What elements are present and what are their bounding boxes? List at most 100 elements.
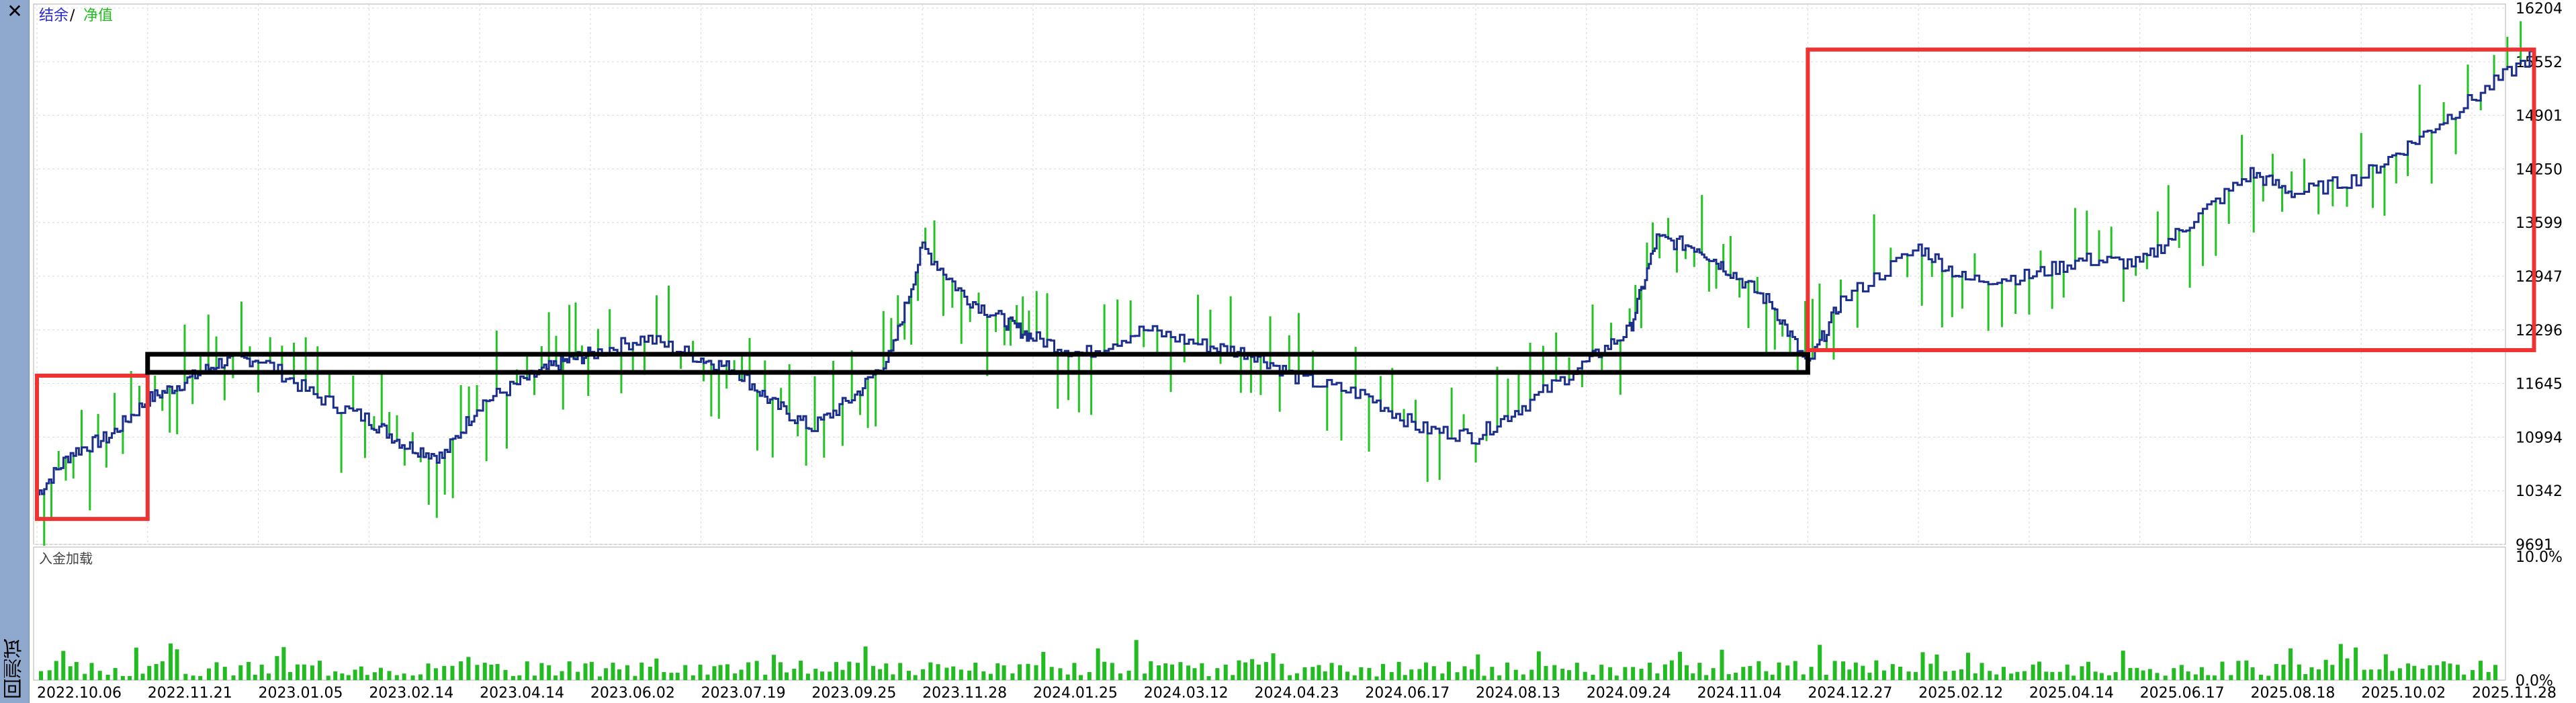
deposit-bar — [1574, 663, 1579, 680]
deposit-bar — [913, 675, 918, 680]
deposit-bar — [378, 667, 383, 680]
deposit-bar — [359, 666, 363, 680]
deposit-bar — [2236, 661, 2241, 680]
y-tick-label: 16204 — [2516, 1, 2563, 17]
deposit-bar — [1959, 669, 1964, 680]
deposit-bar — [2281, 665, 2286, 680]
deposit-bar — [1223, 664, 1228, 680]
deposit-bar — [450, 665, 455, 680]
deposit-bar — [1965, 653, 1970, 680]
y-tick-label: 10994 — [2516, 429, 2563, 446]
sub-legend: 入金加载 — [39, 550, 93, 567]
deposit-bar — [2303, 674, 2308, 680]
deposit-bar — [1847, 669, 1852, 680]
deposit-bar — [2244, 660, 2249, 680]
x-tick-label: 2024.03.12 — [1144, 685, 1229, 702]
deposit-bar — [1536, 651, 1541, 680]
deposit-bar — [1913, 671, 1918, 680]
deposit-bar — [1861, 665, 1865, 680]
x-tick-label: 2025.04.14 — [2029, 685, 2114, 702]
deposit-bar — [310, 665, 314, 680]
x-tick-label: 2025.02.12 — [1918, 685, 2003, 702]
deposit-bar — [2383, 654, 2388, 680]
deposit-bar — [1231, 675, 1235, 680]
deposit-bar — [617, 669, 622, 680]
deposit-bar — [238, 665, 243, 680]
deposit-bar — [372, 672, 377, 680]
deposit-bar — [1980, 663, 1984, 680]
deposit-bar — [1352, 675, 1357, 680]
deposit-bar — [1988, 671, 1992, 680]
deposit-bar — [1881, 670, 1886, 680]
deposit-bar — [2455, 665, 2460, 680]
deposit-bar — [2009, 673, 2014, 680]
deposit-bar — [576, 671, 580, 680]
deposit-bar — [604, 668, 609, 680]
deposit-bar — [1163, 663, 1168, 680]
deposit-bar — [1951, 671, 1956, 680]
deposit-bar — [175, 649, 179, 680]
deposit-bar — [2323, 659, 2328, 680]
deposit-bar — [1691, 673, 1695, 680]
deposit-bar — [597, 676, 602, 680]
deposit-bar — [1134, 640, 1139, 680]
deposit-bar — [2099, 673, 2104, 680]
deposit-bar — [1711, 668, 1716, 680]
deposit-bar — [387, 671, 392, 680]
deposit-bar — [2065, 664, 2070, 680]
deposit-bar — [733, 673, 738, 680]
y-tick-label: 14250 — [2516, 161, 2563, 178]
deposit-load-chart: 2022.10.06 2022.11.21 2023.01.05 2023.02.14… — [33, 546, 2563, 702]
deposit-bar — [259, 665, 264, 680]
deposit-bar — [1087, 671, 1092, 680]
deposit-bar — [648, 666, 652, 680]
deposit-bar — [510, 675, 515, 680]
deposit-bar — [928, 662, 933, 680]
deposit-bar — [1403, 675, 1407, 680]
deposit-bar — [1294, 673, 1299, 680]
deposit-bar — [1263, 662, 1268, 680]
deposit-bar — [1824, 674, 1828, 680]
deposit-bar — [97, 671, 102, 680]
deposit-bar — [1734, 672, 1738, 680]
deposit-bar — [433, 668, 438, 680]
deposit-bar — [160, 661, 165, 680]
deposit-bar — [253, 674, 257, 680]
deposit-bar — [1126, 670, 1131, 680]
deposit-bar — [778, 662, 783, 680]
deposit-bar — [1726, 674, 1731, 680]
deposit-bar — [1920, 652, 1925, 680]
deposit-bar — [1072, 663, 1077, 680]
x-tick-label: 2025.10.02 — [2361, 685, 2446, 702]
deposit-bar — [2080, 666, 2084, 680]
deposit-bar — [772, 655, 776, 680]
deposit-bar — [394, 675, 399, 680]
deposit-bar — [828, 671, 832, 680]
deposit-bar — [2406, 663, 2411, 680]
deposit-bar — [105, 675, 110, 680]
deposit-bar — [2462, 674, 2467, 680]
deposit-bar — [2212, 675, 2217, 680]
deposit-bar — [2135, 667, 2139, 680]
deposit-bar — [1566, 670, 1571, 680]
deposit-bar — [2478, 661, 2483, 680]
close-icon[interactable]: ✕ — [7, 0, 23, 22]
deposit-bar — [83, 673, 87, 680]
deposit-bar — [2390, 671, 2395, 680]
x-tick-label: 2024.06.17 — [1365, 685, 1450, 702]
deposit-bar — [365, 675, 369, 680]
deposit-bar — [2420, 668, 2425, 680]
deposit-bar — [326, 675, 330, 680]
deposit-bar — [1034, 665, 1038, 680]
legend-item: 结余 — [39, 7, 69, 24]
deposit-bar — [625, 665, 629, 680]
x-tick-label: 2023.11.28 — [922, 685, 1007, 702]
deposit-bar — [1544, 665, 1548, 680]
x-tick-label: 2024.09.24 — [1587, 685, 1671, 702]
deposit-bar — [995, 663, 1000, 680]
deposit-bar — [2229, 675, 2233, 680]
deposit-bar — [820, 671, 825, 680]
deposit-bar — [1026, 663, 1030, 680]
deposit-bar — [1832, 661, 1837, 680]
